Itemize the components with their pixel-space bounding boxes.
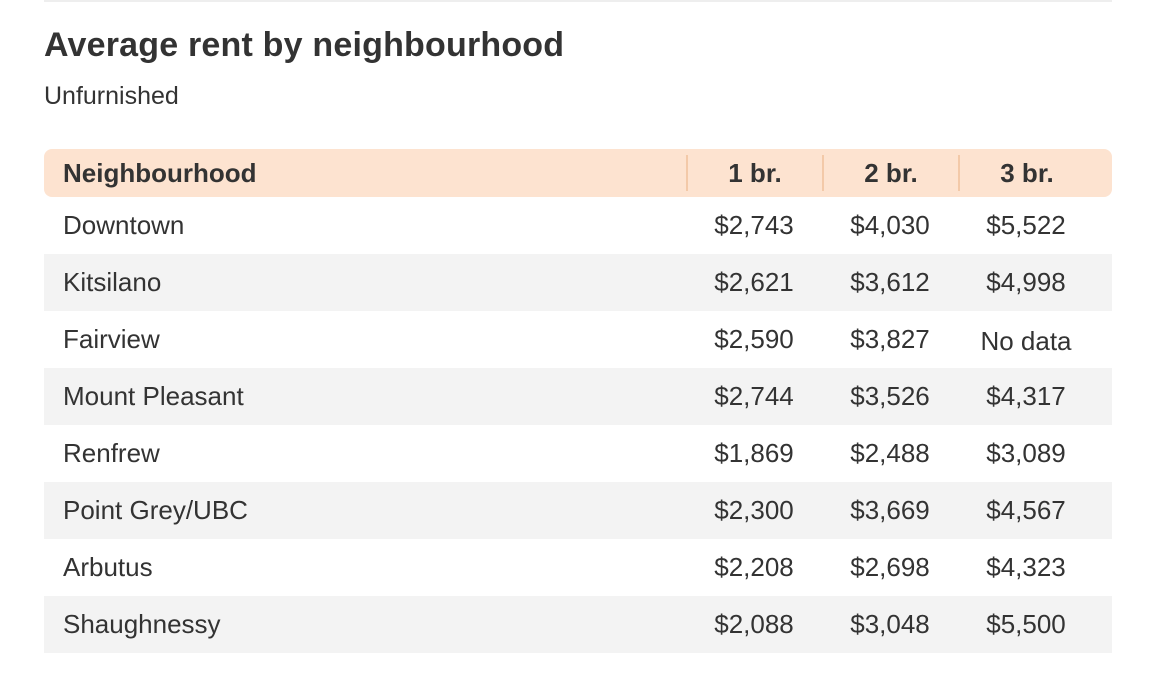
- cell-3br: $4,323: [986, 552, 1066, 582]
- cell-1br: $2,590: [714, 324, 794, 354]
- row-label: Shaughnessy: [63, 609, 221, 639]
- row-label: Renfrew: [63, 438, 160, 468]
- column-header-2br: 2 br.: [822, 155, 958, 191]
- cell-3br: $4,567: [986, 495, 1066, 525]
- cell-3br: $4,317: [986, 381, 1066, 411]
- table-row: Kitsilano $2,621 $3,612 $4,998: [44, 254, 1112, 311]
- chart-subtitle: Unfurnished: [44, 82, 179, 110]
- cell-3br: $5,500: [986, 609, 1066, 639]
- cell-1br: $1,869: [714, 438, 794, 468]
- cell-2br: $3,827: [850, 324, 930, 354]
- cell-2br: $3,526: [850, 381, 930, 411]
- table-row: Arbutus $2,208 $2,698 $4,323: [44, 539, 1112, 596]
- cell-3br: $3,089: [986, 438, 1066, 468]
- cell-2br: $2,698: [850, 552, 930, 582]
- cell-2br: $2,488: [850, 438, 930, 468]
- row-label: Mount Pleasant: [63, 381, 244, 411]
- table-header-row: Neighbourhood 1 br. 2 br. 3 br.: [44, 149, 1112, 197]
- column-header-3br: 3 br.: [958, 155, 1094, 191]
- top-divider: [44, 0, 1112, 2]
- cell-1br: $2,744: [714, 381, 794, 411]
- table-row: Fairview $2,590 $3,827 No data: [44, 311, 1112, 368]
- column-header-1br: 1 br.: [686, 155, 822, 191]
- column-header-neighbourhood: Neighbourhood: [63, 157, 257, 188]
- cell-1br: $2,621: [714, 267, 794, 297]
- row-label: Kitsilano: [63, 267, 162, 297]
- cell-1br: $2,088: [714, 609, 794, 639]
- row-label: Downtown: [63, 210, 185, 240]
- chart-title: Average rent by neighbourhood: [44, 26, 565, 64]
- table-row: Mount Pleasant $2,744 $3,526 $4,317: [44, 368, 1112, 425]
- cell-2br: $4,030: [850, 210, 930, 240]
- cell-1br: $2,743: [714, 210, 794, 240]
- cell-2br: $3,612: [850, 267, 930, 297]
- table-row: Shaughnessy $2,088 $3,048 $5,500: [44, 596, 1112, 653]
- cell-1br: $2,300: [714, 495, 794, 525]
- cell-3br: $5,522: [986, 210, 1066, 240]
- cell-1br: $2,208: [714, 552, 794, 582]
- table-row: Point Grey/UBC $2,300 $3,669 $4,567: [44, 482, 1112, 539]
- row-label: Point Grey/UBC: [63, 495, 248, 525]
- row-label: Fairview: [63, 324, 160, 354]
- table-row: Renfrew $1,869 $2,488 $3,089: [44, 425, 1112, 482]
- row-label: Arbutus: [63, 552, 153, 582]
- table-row: Downtown $2,743 $4,030 $5,522: [44, 197, 1112, 254]
- rent-table: Neighbourhood 1 br. 2 br. 3 br. Downtown…: [44, 149, 1112, 653]
- cell-3br: $4,998: [986, 267, 1066, 297]
- cell-3br: No data: [980, 326, 1072, 356]
- cell-2br: $3,048: [850, 609, 930, 639]
- cell-2br: $3,669: [850, 495, 930, 525]
